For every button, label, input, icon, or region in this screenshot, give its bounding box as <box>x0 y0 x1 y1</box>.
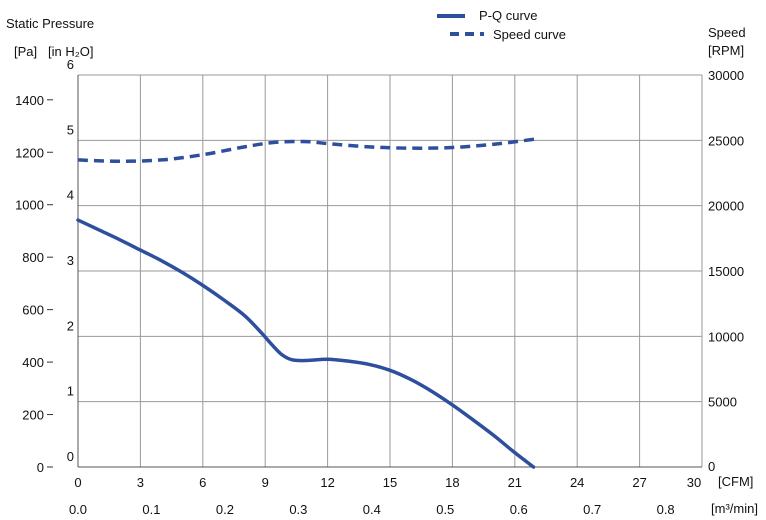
y-right-title: Speed <box>708 25 746 40</box>
y-inh2o-tick-label: 3 <box>67 253 74 268</box>
x-m3min-tick-label: 0.8 <box>657 502 675 517</box>
series-lines <box>76 137 536 469</box>
x-cfm-tick-label: 15 <box>383 475 397 490</box>
x-m3min-tick-label: 0.7 <box>583 502 601 517</box>
x-m3min-tick-label: 0.2 <box>216 502 234 517</box>
y-pa-tick-label: 800 <box>22 250 44 265</box>
y-pa-tick-label: 1400 <box>15 93 44 108</box>
x-cfm-tick-label: 9 <box>262 475 269 490</box>
y-rpm-tick-label: 10000 <box>708 329 744 344</box>
y-pa-tick-label: 200 <box>22 408 44 423</box>
pq-curve-line <box>76 218 536 469</box>
axis-labels: 0 3 6 9 12 15 18 21 24 27 300.0 0.1 0.2 0.3 0.4 0.5 0.6 0… <box>15 57 744 517</box>
x-cfm-tick-label: 21 <box>508 475 522 490</box>
x-unit-m3min: [m³/min] <box>711 501 758 516</box>
y-rpm-tick-label: 15000 <box>708 264 744 279</box>
x-unit-cfm: [CFM] <box>718 474 753 489</box>
y-pa-tick-label: 1000 <box>15 198 44 213</box>
x-cfm-tick-label: 3 <box>137 475 144 490</box>
y-pa-tick-label: 1200 <box>15 145 44 160</box>
x-cfm-tick-label: 12 <box>320 475 334 490</box>
x-m3min-tick-label: 0.4 <box>363 502 381 517</box>
y-inh2o-tick-label: 5 <box>67 122 74 137</box>
speed-curve-line <box>77 137 536 163</box>
x-cfm-tick-label: 0 <box>74 475 81 490</box>
legend-label-speed: Speed curve <box>493 27 566 42</box>
y-pa-tick-label: 0 <box>37 460 44 475</box>
x-m3min-tick-label: 0.6 <box>510 502 528 517</box>
y-rpm-tick-label: 30000 <box>708 68 744 83</box>
y-rpm-tick-label: 0 <box>708 459 715 474</box>
x-m3min-tick-label: 0.1 <box>142 502 160 517</box>
axes <box>47 75 702 468</box>
y-inh2o-tick-label: 1 <box>67 384 74 399</box>
y-left-title: Static Pressure <box>6 16 94 31</box>
y-left-unit-pa: [Pa] <box>14 44 37 59</box>
x-m3min-tick-label: 0.3 <box>289 502 307 517</box>
x-m3min-tick-label: 0.5 <box>436 502 454 517</box>
y-inh2o-tick-label: 0 <box>67 449 74 464</box>
legend-label-pq: P-Q curve <box>479 8 538 23</box>
x-cfm-tick-label: 18 <box>445 475 459 490</box>
grid <box>77 74 703 468</box>
legend: P-Q curve Speed curve <box>437 8 566 42</box>
y-left-unit-inh2o: [in H₂O] <box>48 44 94 59</box>
y-pa-tick-label: 600 <box>22 303 44 318</box>
x-cfm-tick-label: 24 <box>570 475 584 490</box>
x-cfm-tick-label: 27 <box>632 475 646 490</box>
x-m3min-tick-label: 0.0 <box>69 502 87 517</box>
y-inh2o-tick-label: 6 <box>67 57 74 72</box>
x-cfm-tick-label: 6 <box>199 475 206 490</box>
y-rpm-tick-label: 25000 <box>708 133 744 148</box>
y-rpm-tick-label: 20000 <box>708 199 744 214</box>
x-cfm-tick-label: 30 <box>687 475 701 490</box>
y-pa-tick-label: 400 <box>22 355 44 370</box>
y-right-unit: [RPM] <box>708 43 744 58</box>
y-rpm-tick-label: 5000 <box>708 395 737 410</box>
y-inh2o-tick-label: 4 <box>67 188 74 203</box>
y-inh2o-tick-label: 2 <box>67 318 74 333</box>
